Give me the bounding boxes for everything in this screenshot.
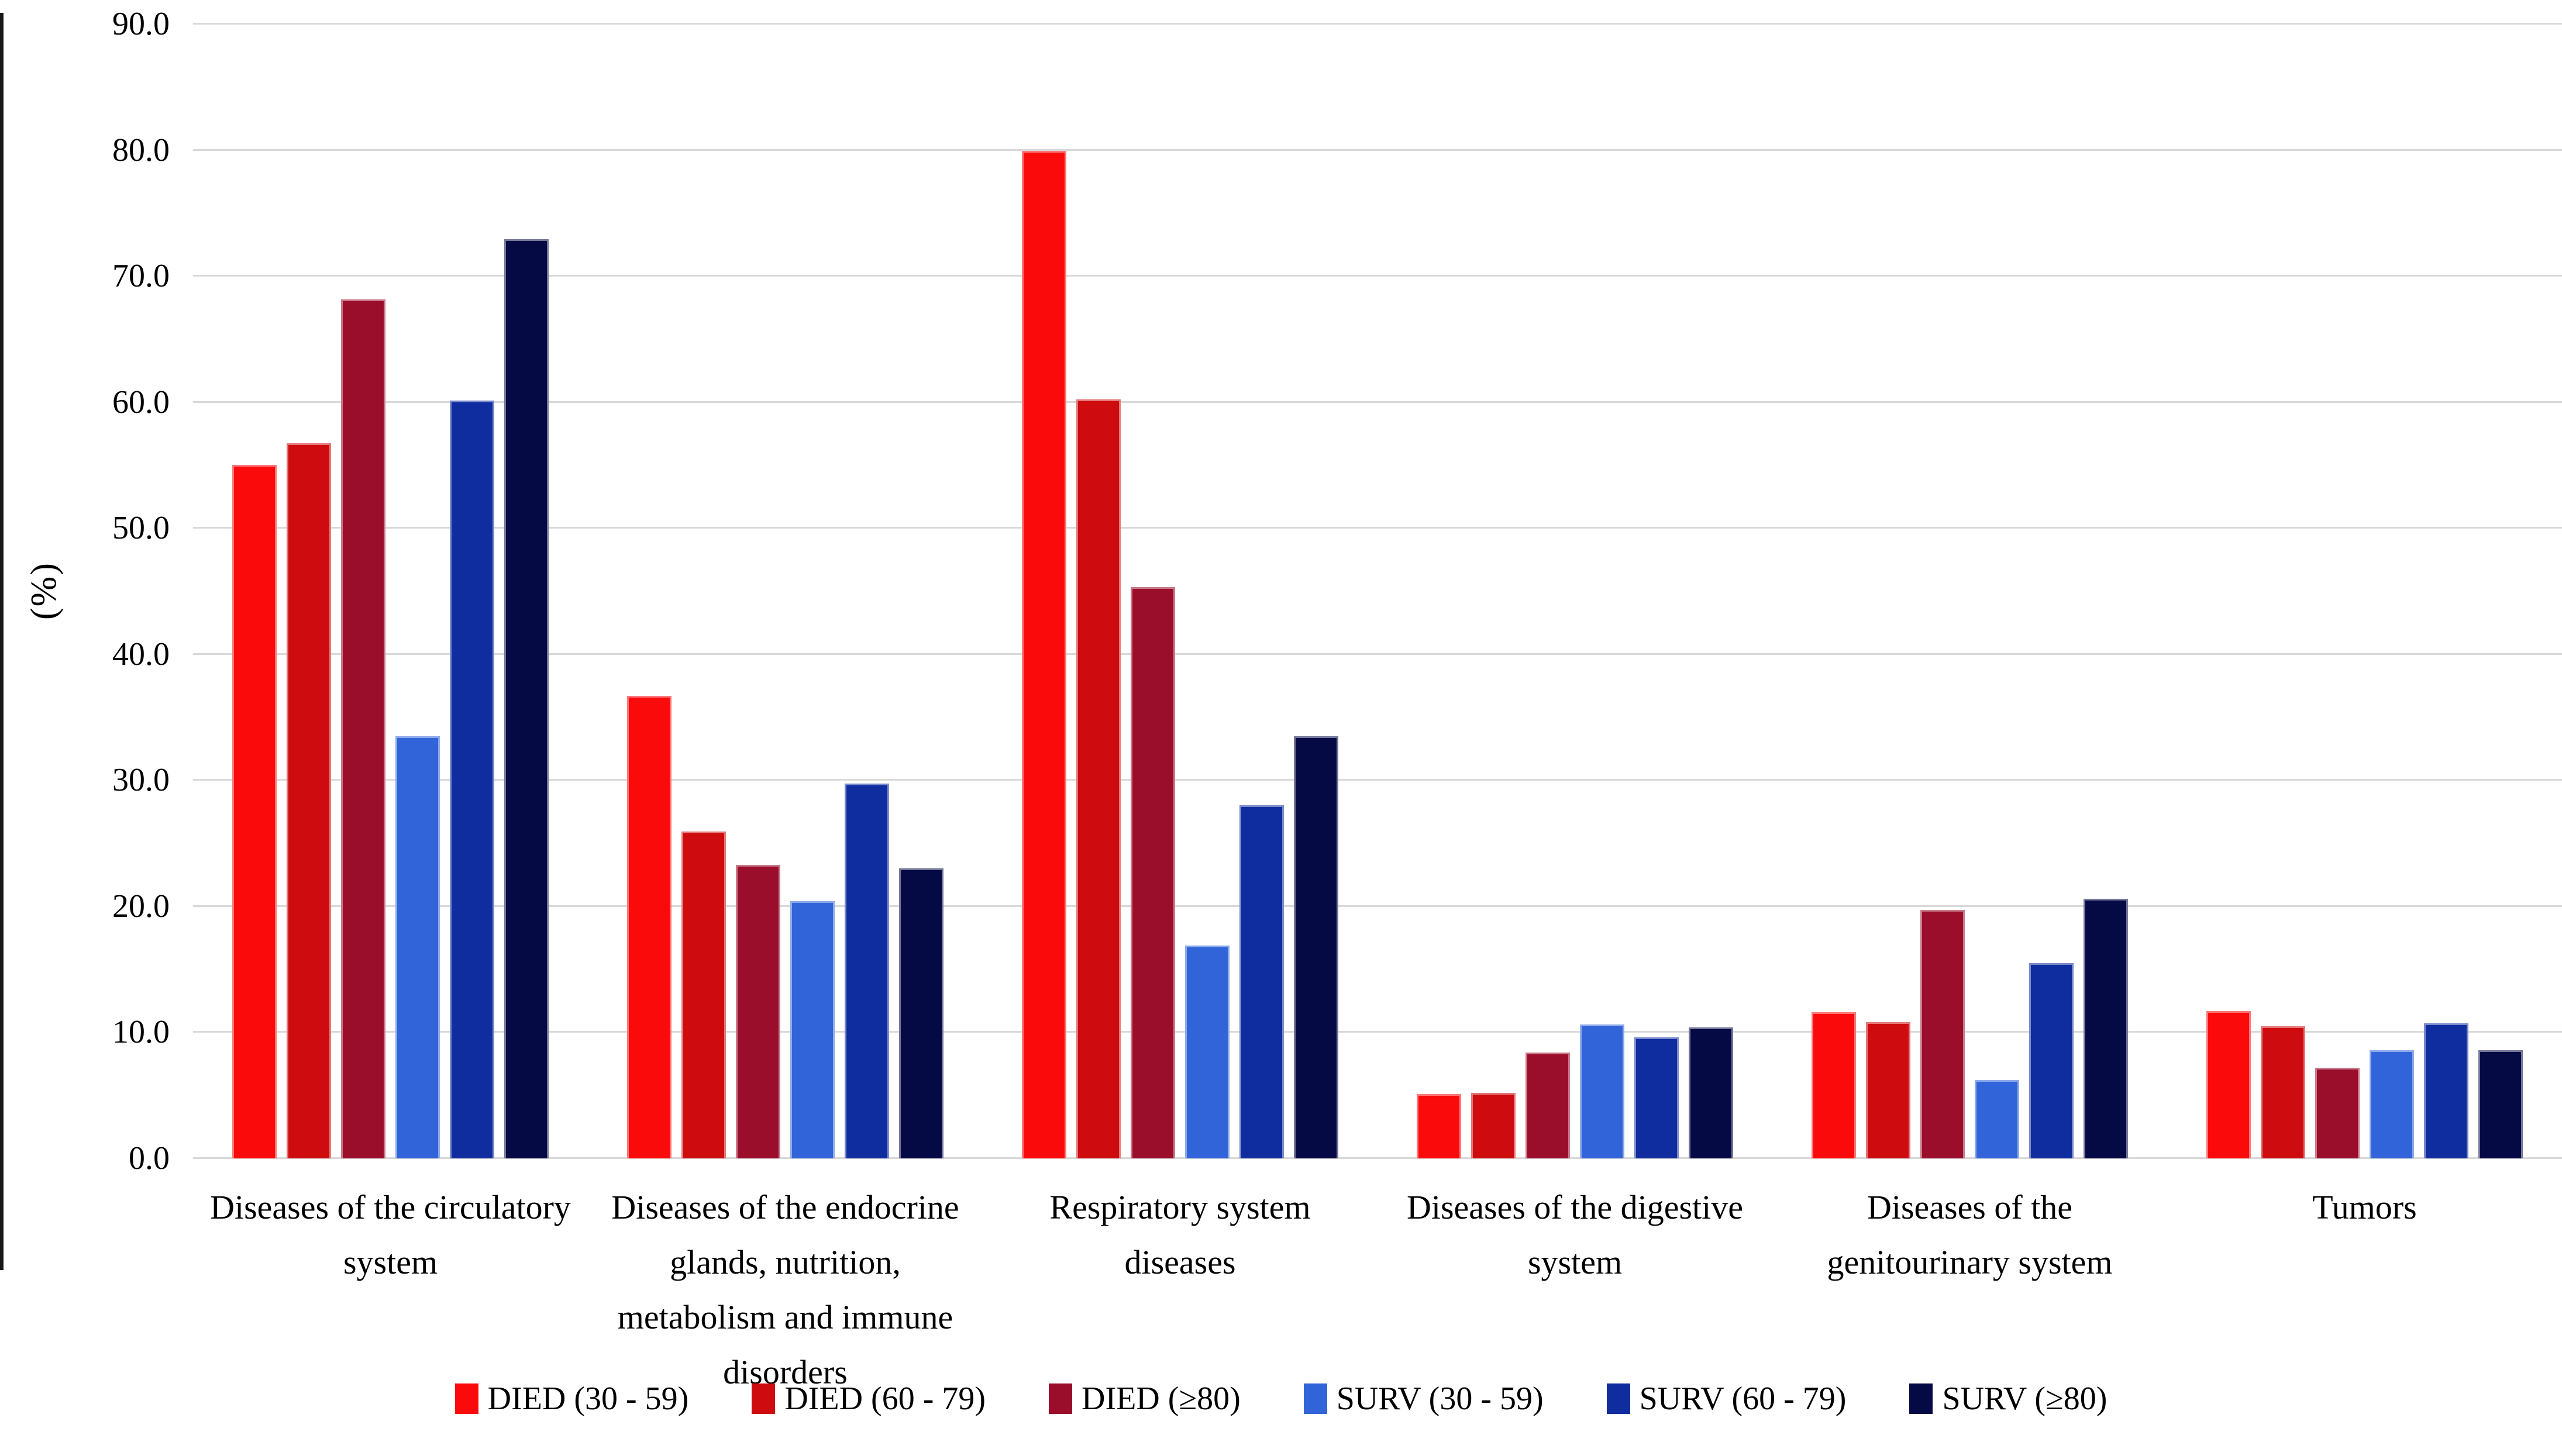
- gridline-50.0: [193, 527, 2562, 529]
- chart-legend: DIED (30 - 59) DIED (60 - 79) DIED (≥80) SU…: [0, 1380, 2562, 1417]
- bar: [845, 784, 889, 1158]
- y-axis-title-container: (%): [0, 23, 88, 1158]
- bar: [1471, 1092, 1516, 1158]
- gridline-80.0: [193, 149, 2562, 151]
- gridline-70.0: [193, 275, 2562, 277]
- category-label-3: Respiratory system diseases: [1049, 1188, 1311, 1281]
- x-axis-category-labels: Diseases of the circulatory system Diseas…: [193, 1180, 2562, 1400]
- legend-item: SURV (≥80): [1909, 1380, 2107, 1417]
- legend-swatch-icon: [1049, 1383, 1072, 1414]
- bar: [1076, 399, 1121, 1158]
- legend-label: DIED (30 - 59): [487, 1381, 689, 1417]
- gridline-20.0: [193, 905, 2562, 907]
- y-tick-label-90.0: 90.0: [112, 6, 170, 42]
- bar: [450, 400, 494, 1158]
- bar: [2206, 1010, 2251, 1158]
- bar: [2084, 898, 2128, 1158]
- bar: [1689, 1027, 1733, 1158]
- legend-item: DIED (60 - 79): [752, 1380, 986, 1417]
- bar: [2029, 962, 2074, 1158]
- legend-label: SURV (60 - 79): [1639, 1381, 1847, 1417]
- y-tick-label-0.0: 0.0: [129, 1140, 170, 1176]
- bar-group-5: [1772, 23, 2167, 1158]
- legend-swatch-icon: [752, 1383, 776, 1414]
- bar: [1920, 910, 1965, 1158]
- bar: [2370, 1050, 2414, 1158]
- bar: [1185, 945, 1230, 1158]
- y-axis-title: (%): [23, 562, 64, 620]
- bar: [2315, 1067, 2360, 1158]
- bar: [287, 443, 331, 1158]
- bar-groups: [193, 23, 2562, 1158]
- bar: [1417, 1094, 1461, 1158]
- gridline-40.0: [193, 653, 2562, 655]
- bar: [899, 868, 943, 1158]
- category-label-2: Diseases of the endocrine glands, nutrit…: [611, 1188, 959, 1391]
- legend-label: DIED (60 - 79): [784, 1381, 986, 1417]
- gridline-90.0: [193, 23, 2562, 25]
- bar: [232, 464, 277, 1158]
- bar: [627, 695, 672, 1158]
- gridline-60.0: [193, 401, 2562, 403]
- legend-swatch-icon: [1606, 1383, 1630, 1414]
- legend-swatch-icon: [1909, 1383, 1933, 1414]
- bar: [1812, 1012, 1856, 1158]
- gridline-10.0: [193, 1031, 2562, 1033]
- y-tick-label-50.0: 50.0: [112, 510, 170, 547]
- legend-swatch-icon: [454, 1383, 478, 1414]
- bar: [341, 299, 385, 1158]
- bar: [1131, 587, 1175, 1158]
- legend-label: SURV (30 - 59): [1336, 1381, 1544, 1417]
- bar: [681, 831, 726, 1158]
- legend-swatch-icon: [1303, 1383, 1327, 1414]
- bar: [736, 864, 780, 1158]
- bar: [2261, 1026, 2305, 1158]
- bar: [1022, 150, 1066, 1158]
- bar: [790, 901, 835, 1158]
- legend-item: DIED (≥80): [1049, 1380, 1241, 1417]
- gridline-30.0: [193, 779, 2562, 781]
- legend-item: SURV (60 - 79): [1606, 1380, 1847, 1417]
- bar: [2424, 1023, 2468, 1158]
- legend-item: SURV (30 - 59): [1303, 1380, 1544, 1417]
- y-tick-label-40.0: 40.0: [112, 636, 170, 672]
- y-tick-label-80.0: 80.0: [112, 132, 170, 168]
- bar: [504, 239, 549, 1158]
- category-label-1: Diseases of the circulatory system: [210, 1188, 571, 1281]
- bar: [2478, 1050, 2523, 1158]
- legend-label: SURV (≥80): [1942, 1381, 2108, 1417]
- gridline-0.0: [193, 1157, 2562, 1159]
- y-tick-label-60.0: 60.0: [112, 384, 170, 420]
- figure-left-border: [0, 13, 4, 1270]
- bar: [1526, 1052, 1570, 1158]
- y-tick-label-30.0: 30.0: [112, 762, 170, 799]
- bar: [1866, 1022, 1910, 1158]
- bar: [395, 736, 440, 1158]
- bar-group-3: [983, 23, 1378, 1158]
- bar-group-6: [2167, 23, 2562, 1158]
- category-label-5: Diseases of the genitourinary system: [1827, 1188, 2113, 1281]
- y-tick-label-70.0: 70.0: [112, 258, 170, 295]
- bar: [1975, 1080, 2019, 1158]
- legend-label: DIED (≥80): [1082, 1381, 1241, 1417]
- bar-group-4: [1378, 23, 1772, 1158]
- category-label-6: Tumors: [2312, 1188, 2417, 1226]
- bar: [1239, 805, 1284, 1158]
- bar: [1634, 1037, 1679, 1158]
- bar-group-1: [193, 23, 588, 1158]
- bar-group-2: [588, 23, 983, 1158]
- legend-item: DIED (30 - 59): [454, 1380, 689, 1417]
- category-label-4: Diseases of the digestive system: [1406, 1188, 1743, 1281]
- plot-area: [193, 23, 2562, 1159]
- y-tick-label-20.0: 20.0: [112, 888, 170, 924]
- bar: [1580, 1024, 1624, 1158]
- y-tick-label-10.0: 10.0: [112, 1014, 170, 1051]
- bar: [1294, 736, 1338, 1158]
